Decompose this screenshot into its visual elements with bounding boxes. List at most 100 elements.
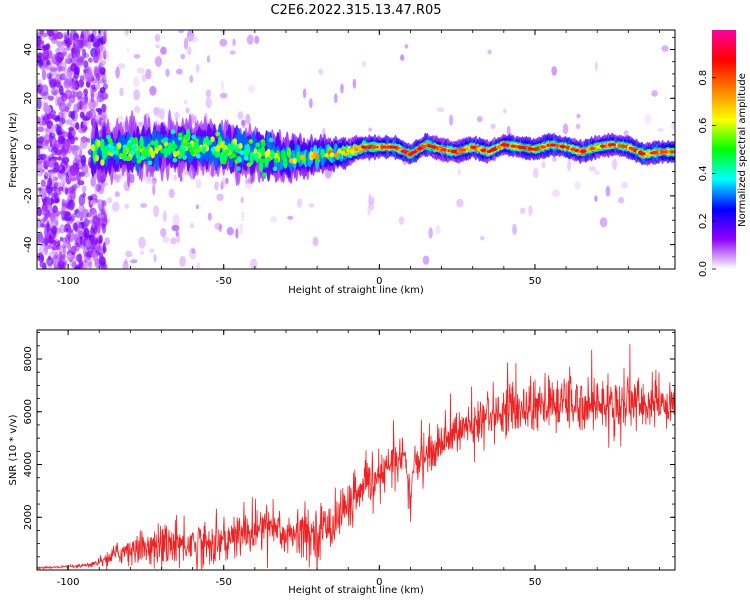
spectrogram-cell [96,38,104,43]
spectrogram-cell [90,33,95,43]
spectrogram-cell [82,48,87,59]
spectrogram-cell [107,143,113,149]
spectrogram-cell [207,140,213,146]
spectrogram-cell [140,203,148,208]
spectrogram-cell [83,60,89,69]
colorbar-tick-label: 0.6 [698,118,709,134]
colorbar-tick-label: 0.8 [698,70,709,86]
spectrogram-cell [41,32,48,38]
spectrogram-cell [309,98,313,109]
spectrogram-cell [98,234,103,244]
spectrogram-peak [460,148,467,152]
spectrogram-cell [594,61,598,72]
spectrogram-cell [91,78,98,84]
spectrogram-cell [206,55,210,63]
spectrogram-cell [87,261,93,269]
spectrogram-cell [139,155,145,161]
spectrogram-cell [288,157,294,164]
spectrogram-cell [149,248,155,253]
spectrogram-cell [195,153,201,159]
spectrogram-y-tick-label: 20 [23,92,34,105]
snr-x-label: Height of straight line (km) [288,585,424,596]
spectrogram-cell [261,141,266,147]
spectrogram-cell [67,199,75,211]
spectrogram-cell [221,159,227,165]
spectrogram-cell [102,36,107,44]
spectrogram-cell [551,189,560,198]
spectrogram-cell [105,50,110,61]
spectrogram-cell [101,103,107,113]
colorbar-label: Normalized spectral amplitude [737,73,748,227]
spectrogram-cell [71,81,77,94]
spectrogram-cell [46,30,53,36]
spectrogram-cell [50,79,57,88]
spectrogram-cell [220,79,224,91]
spectrogram-cell [57,65,62,73]
spectrogram-cell [70,177,77,182]
spectrogram-cell [154,147,159,154]
spectrogram-cell [39,218,46,225]
spectrogram-cell [226,227,234,236]
spectrogram-cell [145,68,152,80]
spectrogram-cell [519,207,526,214]
spectrogram-cell [83,119,89,126]
spectrogram-x-tick-label: 0 [376,276,382,287]
spectrogram-cell [51,146,58,156]
spectrogram-cell [286,147,292,159]
spectrogram-cell [71,75,78,86]
spectrogram-peak [540,145,546,149]
spectrogram-cell [562,123,569,135]
spectrogram-cell [69,185,76,194]
spectrogram-peak [589,146,596,150]
spectrogram-cell [64,187,68,195]
spectrogram-cell [108,147,114,153]
spectrogram-cell [83,218,89,229]
spectrogram-cell [118,172,126,178]
spectrogram-cell [91,100,99,108]
spectrogram-cell [83,88,88,97]
spectrogram-cell [37,206,42,217]
spectrogram-cell [215,131,221,137]
spectrogram-cell [589,166,596,172]
spectrogram-peak [560,145,566,149]
spectrogram-cell [320,148,325,159]
spectrogram-cell [176,68,183,75]
spectrogram-cell [173,174,177,181]
spectrogram-cell [103,30,107,39]
spectrogram-cell [152,183,156,196]
spectrogram-cell [247,85,256,94]
spectrogram-cell [218,224,223,233]
spectrogram-cell [57,45,66,52]
spectrogram-cell [44,172,52,177]
spectrogram-x-label: Height of straight line (km) [288,285,424,296]
spectrogram-cell [66,89,73,98]
spectrogram-peak [450,149,457,153]
spectrogram-cell [78,127,85,133]
spectrogram-cell [90,144,96,152]
spectrogram-cell [605,185,611,197]
spectrogram-cell [671,121,675,131]
spectrogram-cell [340,83,344,94]
spectrogram-cell [232,38,236,46]
spectrogram-cell [661,45,669,52]
spectrogram-cell [92,237,99,246]
spectrogram-cell [83,227,90,239]
snr-y-tick-label: 2000 [23,505,34,530]
spectrogram-cell [98,62,104,73]
spectrogram-cell [229,50,236,55]
spectrogram-cell [37,167,44,177]
spectrogram-cell [292,157,297,165]
spectrogram-cell [79,111,85,119]
spectrogram-cell [37,195,40,207]
spectrogram-cell [117,63,125,69]
spectrogram-cell [300,154,305,160]
spectrogram-cell [59,224,66,234]
spectrogram-cell [44,233,50,244]
spectrogram-cell [214,222,223,230]
spectrogram-cell [56,149,62,156]
spectrogram-cell [86,41,92,49]
spectrogram-cell [55,182,62,187]
spectrogram-cell [141,149,147,155]
spectrogram-cell [266,156,272,162]
spectrogram-cell [76,170,81,183]
